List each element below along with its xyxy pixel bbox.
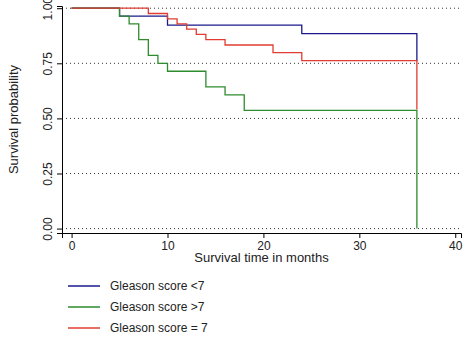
grid-line <box>62 173 461 174</box>
y-tick-mark <box>57 8 62 9</box>
x-tick: 30 <box>353 233 367 253</box>
legend-label: Gleason score <7 <box>110 279 205 293</box>
y-tick-label: 1.00 <box>41 0 55 20</box>
survival-curve <box>72 8 417 109</box>
y-tick-label: 0.50 <box>41 107 55 131</box>
grid <box>62 8 461 228</box>
grid-line <box>62 63 461 64</box>
x-tick-label: 30 <box>353 239 367 253</box>
x-tick-label: 10 <box>161 239 175 253</box>
chart: 0102030400.000.250.500.751.00Survival ti… <box>0 0 463 346</box>
y-tick-mark <box>57 173 62 174</box>
y-tick-mark <box>57 63 62 64</box>
x-tick: 40 <box>449 233 463 253</box>
legend: Gleason score <7 Gleason score >7 Gleason … <box>68 279 208 335</box>
y-tick-label: 0.75 <box>41 52 55 76</box>
y-tick: 0.75 <box>41 52 62 76</box>
y-tick-mark <box>57 118 62 119</box>
plot-area <box>72 8 417 228</box>
y-axis-line <box>57 7 63 234</box>
x-tick: 0 <box>69 233 76 253</box>
y-tick-label: 0.00 <box>41 217 55 241</box>
y-axis: 0.00 0.25 0.50 0.75 1.00 <box>41 0 63 241</box>
y-tick: 0.25 <box>41 162 62 186</box>
legend-swatch <box>68 306 100 308</box>
x-tick-mark <box>72 233 73 238</box>
y-tick: 0.00 <box>41 217 62 241</box>
x-tick-mark <box>359 233 360 238</box>
x-axis-line <box>63 234 462 239</box>
legend-swatch <box>68 327 100 329</box>
y-tick-mark <box>57 229 62 230</box>
y-tick-label: 0.25 <box>41 162 55 186</box>
x-tick-mark <box>455 233 456 238</box>
y-tick: 1.00 <box>41 0 62 20</box>
x-tick-label: 0 <box>69 239 76 253</box>
legend-label: Gleason score >7 <box>110 300 205 314</box>
x-tick-mark <box>168 233 169 238</box>
x-tick: 10 <box>161 233 175 253</box>
legend-label: Gleason score = 7 <box>110 321 208 335</box>
legend-swatch <box>68 285 100 287</box>
x-tick-mark <box>263 233 264 238</box>
x-axis-title: Survival time in months <box>194 250 329 265</box>
survival-curve <box>72 8 417 228</box>
y-tick: 0.50 <box>41 107 62 131</box>
grid-line <box>62 118 461 119</box>
x-tick-label: 40 <box>449 239 463 253</box>
grid-line <box>62 228 461 229</box>
y-axis-title: Survival probability <box>6 64 21 174</box>
